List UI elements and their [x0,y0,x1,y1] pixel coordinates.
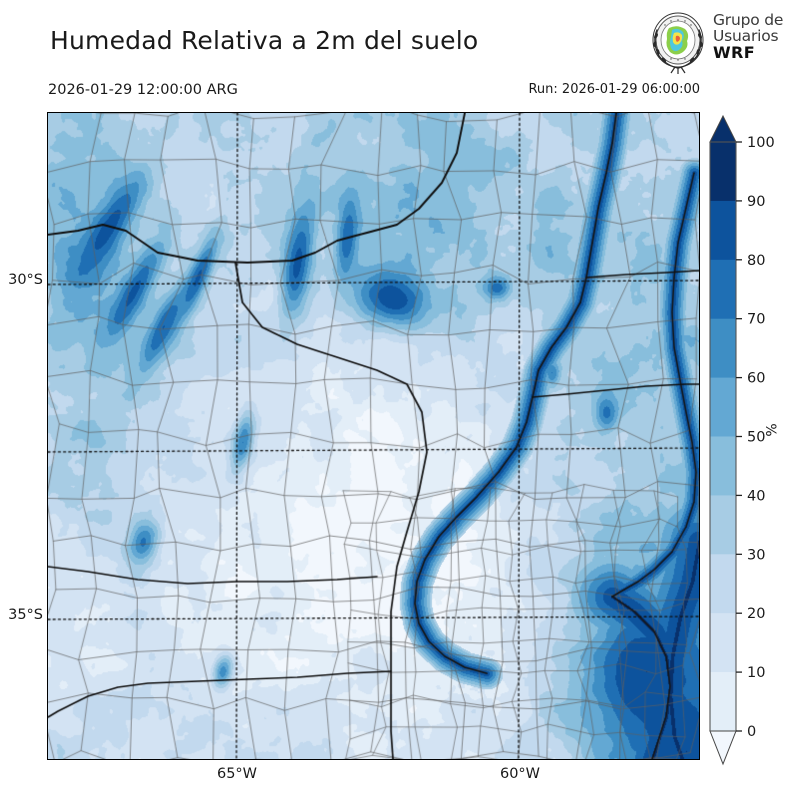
colorbar-tick-label: 0 [747,724,756,740]
colorbar[interactable]: 0 10 20 30 40 50 60 70 80 90 100 [706,112,800,772]
colorbar-band [710,142,736,202]
wrf-globe-emblem-icon [652,12,704,74]
colorbar-extend-max-arrow [709,114,737,143]
brand-logo: Grupo de Usuarios WRF [625,12,790,74]
logo-line-2: Usuarios [713,26,779,45]
colorbar-tick-label: 30 [747,547,765,563]
colorbar-unit-label: % [764,423,781,437]
valid-time-label: 2026-01-29 12:00:00 ARG [48,82,238,98]
colorbar-svg: 0 10 20 30 40 50 60 70 80 90 100 [709,114,775,766]
colorbar-band [710,377,736,438]
colorbar-tick-label: 60 [747,371,765,387]
colorbar-tick-label: 40 [747,488,765,504]
colorbar-band [710,259,736,320]
colorbar-extend-min-arrow [709,730,737,766]
colorbar-tick-label: 70 [747,312,765,328]
colorbar-band [710,554,736,614]
colorbar-tick-label: 50 [747,430,765,446]
humidity-field-canvas [48,113,699,759]
colorbar-tick-label: 100 [747,135,775,151]
colorbar-band [710,495,736,555]
colorbar-band [710,436,736,496]
logo-line-3: WRF [713,42,756,62]
colorbar-tick-label: 90 [747,194,765,210]
colorbar-band [710,200,736,261]
colorbar-band [710,613,736,673]
humidity-map[interactable] [47,112,700,760]
logo-line-1: Grupo de [713,11,784,29]
colorbar-tick-label: 80 [747,253,765,269]
x-axis-tick-label: 60°W [499,766,541,782]
logo-text-block: Grupo de Usuarios WRF [713,11,784,62]
colorbar-tick-label: 10 [747,665,765,681]
colorbar-tick-label: 20 [747,606,765,622]
colorbar-band [710,672,736,732]
y-axis-tick-label: 35°S [8,607,43,623]
page-title: Humedad Relativa a 2m del suelo [50,26,479,55]
run-time-label: Run: 2026-01-29 06:00:00 [528,82,700,97]
colorbar-band [710,318,736,379]
y-axis-tick-label: 30°S [8,272,43,288]
x-axis-tick-label: 65°W [216,766,258,782]
